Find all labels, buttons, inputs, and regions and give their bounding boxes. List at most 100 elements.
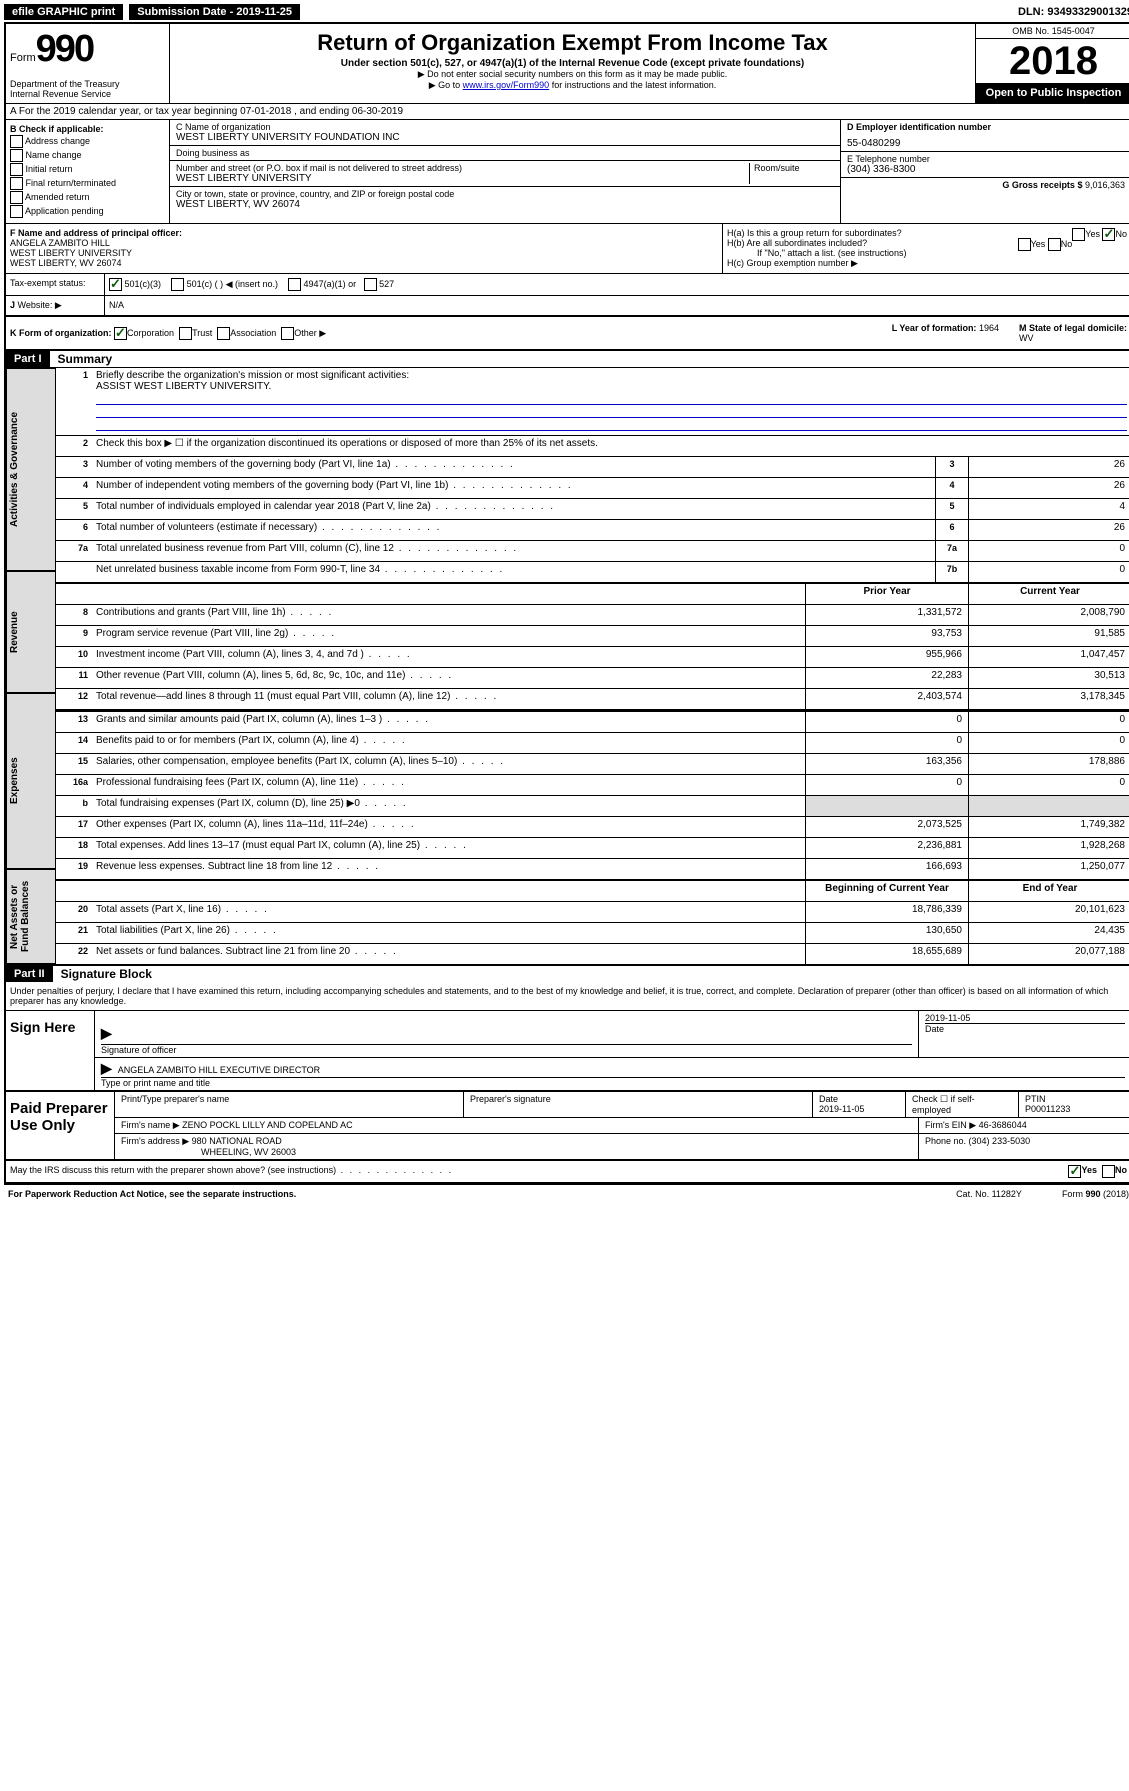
cb-initial-return[interactable]: Initial return: [10, 163, 165, 176]
summary-line: 12Total revenue—add lines 8 through 11 (…: [56, 688, 1129, 709]
summary-line: 14Benefits paid to or for members (Part …: [56, 732, 1129, 753]
vtab-revenue: Revenue: [6, 571, 56, 693]
ptin-label: PTIN: [1025, 1094, 1125, 1104]
subdate-badge: Submission Date - 2019-11-25: [129, 4, 300, 20]
omb-number: OMB No. 1545-0047: [976, 24, 1129, 39]
prep-date: 2019-11-05: [819, 1104, 899, 1114]
col-begin-year: Beginning of Current Year: [805, 881, 968, 901]
cb-name-change[interactable]: Name change: [10, 149, 165, 162]
summary-line: 4Number of independent voting members of…: [56, 477, 1129, 498]
cb-app-pending[interactable]: Application pending: [10, 205, 165, 218]
self-emp-label: Check ☐ if self-employed: [906, 1092, 1019, 1117]
cb-trust[interactable]: [179, 327, 192, 340]
form-footer: Form 990 (2018): [1062, 1189, 1129, 1199]
preparer-name-label: Print/Type preparer's name: [115, 1092, 464, 1117]
note-ssn: ▶ Do not enter social security numbers o…: [174, 69, 971, 80]
summary-line: 10Investment income (Part VIII, column (…: [56, 646, 1129, 667]
vtab-governance: Activities & Governance: [6, 368, 56, 571]
line2-discontinued: Check this box ▶ ☐ if the organization d…: [92, 436, 1129, 456]
firm-name: ZENO POCKL LILLY AND COPELAND AC: [182, 1120, 352, 1130]
preparer-sig-label: Preparer's signature: [464, 1092, 813, 1117]
cb-discuss-no[interactable]: [1102, 1165, 1115, 1178]
firm-addr-label: Firm's address ▶: [121, 1136, 189, 1146]
vtab-netassets: Net Assets or Fund Balances: [6, 869, 56, 964]
cb-amended[interactable]: Amended return: [10, 191, 165, 204]
dept-treasury: Department of the Treasury Internal Reve…: [10, 79, 165, 99]
year-formation: 1964: [979, 323, 999, 333]
summary-line: 20Total assets (Part X, line 16)18,786,3…: [56, 901, 1129, 922]
summary-line: 18Total expenses. Add lines 13–17 (must …: [56, 837, 1129, 858]
cb-501c[interactable]: [171, 278, 184, 291]
ha-group-return: H(a) Is this a group return for subordin…: [727, 228, 1127, 238]
form-subtitle: Under section 501(c), 527, or 4947(a)(1)…: [174, 58, 971, 69]
phone-label: E Telephone number: [847, 154, 1125, 164]
website-label: Website: ▶: [18, 300, 62, 310]
efile-badge: efile GRAPHIC print: [4, 4, 123, 20]
cb-final-return[interactable]: Final return/terminated: [10, 177, 165, 190]
cb-discuss-yes[interactable]: [1068, 1165, 1081, 1178]
part1-header: Part I: [6, 351, 50, 367]
col-b-checkboxes: B Check if applicable: Address change Na…: [6, 120, 170, 223]
domicile-label: M State of legal domicile:: [1019, 323, 1127, 333]
sig-date-label: Date: [925, 1023, 1125, 1034]
cb-other[interactable]: [281, 327, 294, 340]
ein-label: D Employer identification number: [847, 122, 1125, 132]
firm-phone-label: Phone no.: [925, 1136, 969, 1146]
cb-4947[interactable]: [288, 278, 301, 291]
irs-link[interactable]: www.irs.gov/Form990: [463, 80, 550, 90]
cb-address-change[interactable]: Address change: [10, 135, 165, 148]
summary-line: 5Total number of individuals employed in…: [56, 498, 1129, 519]
mission-label: Briefly describe the organization's miss…: [96, 370, 409, 381]
domicile-value: WV: [1019, 333, 1034, 343]
street-value: WEST LIBERTY UNIVERSITY: [176, 173, 749, 184]
form-org-label: K Form of organization:: [10, 328, 112, 338]
cb-assoc[interactable]: [217, 327, 230, 340]
hb-subordinates: H(b) Are all subordinates included? Yes …: [727, 238, 1127, 248]
form-title: Return of Organization Exempt From Incom…: [174, 30, 971, 56]
cb-corp[interactable]: [114, 327, 127, 340]
col-end-year: End of Year: [968, 881, 1129, 901]
summary-line: 7aTotal unrelated business revenue from …: [56, 540, 1129, 561]
city-label: City or town, state or province, country…: [176, 189, 834, 199]
col-current-year: Current Year: [968, 584, 1129, 604]
summary-line: bTotal fundraising expenses (Part IX, co…: [56, 795, 1129, 816]
sig-date: 2019-11-05: [925, 1013, 1125, 1023]
hc-group-exemption: H(c) Group exemption number ▶: [727, 258, 1127, 269]
top-bar: efile GRAPHIC print Submission Date - 20…: [4, 4, 1129, 20]
firm-phone: (304) 233-5030: [969, 1136, 1031, 1146]
cat-number: Cat. No. 11282Y: [956, 1189, 1022, 1199]
ptin-value: P00011233: [1025, 1104, 1125, 1114]
part2-header: Part II: [6, 966, 53, 982]
summary-line: 19Revenue less expenses. Subtract line 1…: [56, 858, 1129, 879]
summary-line: 13Grants and similar amounts paid (Part …: [56, 711, 1129, 732]
mission-value: ASSIST WEST LIBERTY UNIVERSITY.: [96, 381, 271, 392]
irs-discuss-q: May the IRS discuss this return with the…: [10, 1165, 453, 1178]
summary-line: 15Salaries, other compensation, employee…: [56, 753, 1129, 774]
row-a-period: A For the 2019 calendar year, or tax yea…: [6, 103, 1129, 119]
officer-label: F Name and address of principal officer:: [10, 228, 182, 238]
part2-title: Signature Block: [53, 967, 152, 981]
dln: DLN: 93493329001329: [1018, 6, 1129, 18]
cb-501c3[interactable]: [109, 278, 122, 291]
form-number: Form 990: [10, 28, 165, 71]
sig-name-title: ANGELA ZAMBITO HILL EXECUTIVE DIRECTOR: [118, 1065, 320, 1075]
tax-status-label: Tax-exempt status:: [6, 274, 105, 295]
summary-line: 21Total liabilities (Part X, line 26)130…: [56, 922, 1129, 943]
firm-name-label: Firm's name ▶: [121, 1120, 180, 1130]
city-value: WEST LIBERTY, WV 26074: [176, 199, 834, 210]
gross-value: 9,016,363: [1085, 180, 1125, 190]
firm-addr2: WHEELING, WV 26003: [201, 1147, 296, 1157]
perjury-declaration: Under penalties of perjury, I declare th…: [6, 982, 1129, 1010]
cb-527[interactable]: [364, 278, 377, 291]
gross-label: G Gross receipts $: [1002, 180, 1085, 190]
summary-line: 16aProfessional fundraising fees (Part I…: [56, 774, 1129, 795]
summary-line: Net unrelated business taxable income fr…: [56, 561, 1129, 582]
summary-line: 11Other revenue (Part VIII, column (A), …: [56, 667, 1129, 688]
summary-line: 8Contributions and grants (Part VIII, li…: [56, 604, 1129, 625]
dba-label: Doing business as: [176, 148, 834, 158]
paid-preparer-label: Paid Preparer Use Only: [6, 1092, 115, 1159]
room-label: Room/suite: [749, 163, 834, 184]
ein-value: 55-0480299: [847, 138, 1125, 149]
summary-line: 6Total number of volunteers (estimate if…: [56, 519, 1129, 540]
firm-ein-label: Firm's EIN ▶: [925, 1120, 976, 1130]
